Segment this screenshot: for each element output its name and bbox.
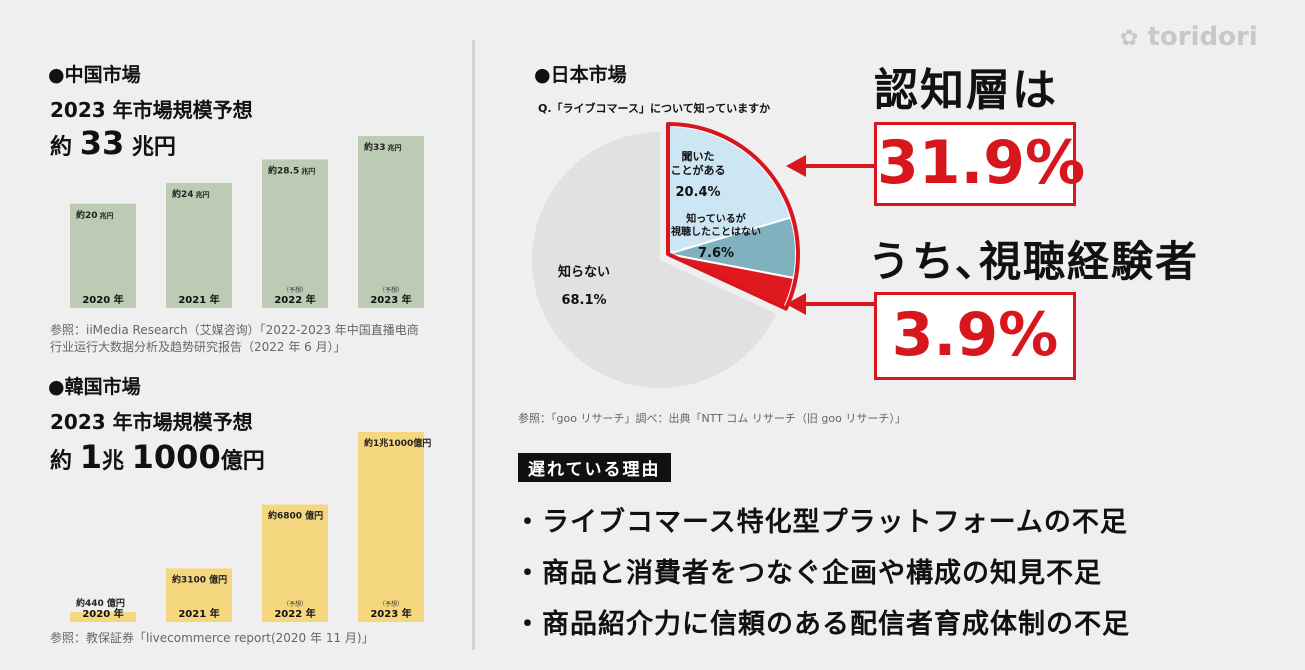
- bar-china-3: [358, 136, 424, 308]
- bar-value-label-china-0: 約20 兆円: [76, 209, 114, 221]
- logo-text: toridori: [1147, 22, 1258, 52]
- arrows-layer: [786, 155, 874, 315]
- pie-slice-0: [667, 124, 792, 256]
- bar-china-0: [70, 203, 136, 308]
- survey-question: Q.「ライブコマース」について知っていますか: [538, 102, 771, 115]
- pie-label-unaware: 知らない: [558, 264, 610, 280]
- pie-value-know-not-watched: 7.6%: [698, 246, 734, 261]
- forecast-mark-korea-3: （予想）: [379, 600, 403, 608]
- viewing-headline: うち､視聴経験者: [868, 237, 1200, 286]
- china-total-value: 33: [79, 124, 125, 162]
- bar-value-label-china-2: 約28.5 兆円: [268, 164, 315, 176]
- korea-total-prefix: 約: [50, 449, 73, 474]
- korea-subtitle: 2023 年市場規模予想: [50, 410, 253, 434]
- bar-year-label-korea-1: 2021 年: [178, 607, 219, 620]
- arrow-to-awareness: [786, 155, 874, 177]
- japan-pie-chart: 聞いたことがある 20.4% 知っているが視聴したことはない 7.6% 知らない 68.1…: [532, 122, 800, 388]
- china-source: 参照：iiMedia Research（艾媒咨询）「2022-2023 年中国直…: [50, 323, 419, 354]
- china-section-title: ●中国市場: [48, 64, 141, 86]
- bar-year-label-korea-3: 2023 年: [370, 607, 411, 620]
- viewing-value-box: 3.9%: [874, 292, 1076, 380]
- bar-year-label-korea-2: 2022 年: [274, 607, 315, 620]
- awareness-value: 31.9%: [877, 128, 1086, 198]
- bar-value-label-korea-0: 約440 億円: [76, 597, 125, 609]
- awareness-value-box: 31.9%: [874, 122, 1085, 206]
- pie-value-heard: 20.4%: [675, 185, 720, 200]
- reasons-tag: 遅れている理由: [518, 453, 671, 482]
- bar-year-label-china-2: 2022 年: [274, 293, 315, 306]
- china-total-unit: 兆円: [131, 135, 176, 160]
- awareness-headline: 認知層は: [874, 65, 1058, 116]
- korea-total-unit2: 億円: [220, 449, 265, 474]
- china-total-prefix: 約: [50, 135, 73, 160]
- china-total: 約 33 兆円: [50, 124, 176, 162]
- column-divider: [472, 40, 475, 650]
- korea-total: 約 1兆 1000億円: [50, 438, 265, 476]
- korea-total-value1: 1: [79, 438, 102, 476]
- bar-china-2: [262, 159, 328, 308]
- japan-source: 参照：「goo リサーチ」調べ：出典「NTT コム リサーチ（旧 goo リサー…: [518, 412, 906, 425]
- bar-value-label-china-1: 約24 兆円: [172, 188, 210, 200]
- pie-value-unaware: 68.1%: [561, 293, 606, 308]
- toridori-logo: ✿ toridori: [1120, 22, 1258, 52]
- forecast-mark-china-2: （予想）: [283, 286, 307, 294]
- pie-label-heard: 聞いたことがある: [671, 150, 726, 177]
- japan-section-title: ●日本市場: [534, 64, 627, 86]
- bird-icon: ✿: [1120, 26, 1139, 51]
- forecast-mark-korea-2: （予想）: [283, 600, 307, 608]
- bar-korea-2: [262, 504, 328, 622]
- pie-highlight-outline: [666, 122, 800, 311]
- bar-korea-0: [70, 612, 136, 622]
- bar-value-label-korea-3: 約1兆1000億円: [364, 437, 431, 449]
- korea-total-unit1: 兆: [101, 449, 124, 474]
- reason-item-3: ・商品紹介力に信頼のある配信者育成体制の不足: [514, 609, 1130, 640]
- arrow-to-viewing: [786, 293, 874, 315]
- pie-slice-3: [532, 132, 777, 388]
- korea-section-title: ●韓国市場: [48, 376, 141, 398]
- china-subtitle: 2023 年市場規模予想: [50, 98, 253, 122]
- bar-year-label-china-3: 2023 年: [370, 293, 411, 306]
- pie-label-know-not-watched: 知っているが視聴したことはない: [670, 212, 761, 238]
- korea-source: 参照：教保証券「livecommerce report(2020 年 11 月)…: [50, 631, 374, 645]
- bar-value-label-korea-1: 約3100 億円: [172, 573, 227, 585]
- bar-china-1: [166, 182, 232, 308]
- reason-item-2: ・商品と消費者をつなぐ企画や構成の知見不足: [514, 558, 1102, 589]
- bar-value-label-china-3: 約33 兆円: [364, 141, 402, 153]
- viewing-value: 3.9%: [891, 300, 1059, 370]
- bar-year-label-china-0: 2020 年: [82, 293, 123, 306]
- bar-korea-1: [166, 568, 232, 622]
- bar-value-label-korea-2: 約6800 億円: [268, 510, 323, 522]
- bar-year-label-korea-0: 2020 年: [82, 607, 123, 620]
- korea-total-value2: 1000: [131, 438, 221, 476]
- bar-korea-3: [358, 432, 424, 622]
- reason-item-1: ・ライブコマース特化型プラットフォームの不足: [514, 507, 1128, 538]
- forecast-mark-china-3: （予想）: [379, 286, 403, 294]
- bar-year-label-china-1: 2021 年: [178, 293, 219, 306]
